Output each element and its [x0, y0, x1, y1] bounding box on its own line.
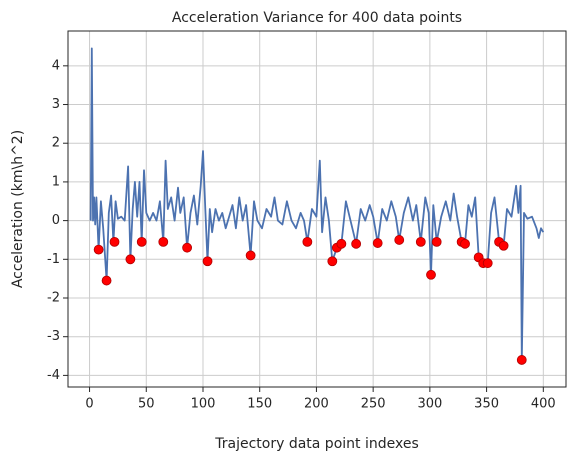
scatter-point: [498, 240, 509, 251]
line: [89, 47, 545, 361]
x-tick-label: 350: [474, 397, 499, 412]
scatter-point: [394, 235, 405, 245]
scatter-point: [109, 236, 120, 247]
scatter-point: [182, 242, 193, 253]
scatter-point: [516, 355, 527, 365]
scatter-point: [415, 236, 426, 247]
x-tick-label: 150: [247, 397, 272, 412]
scatter-point: [426, 269, 436, 280]
scatter-point: [351, 238, 362, 249]
scatter-point: [136, 236, 147, 247]
scatter-point: [460, 238, 470, 249]
scatter-point: [101, 275, 112, 286]
scatter-point: [245, 250, 256, 261]
y-tick-label: -4: [47, 368, 60, 383]
scatter-point: [125, 254, 136, 265]
scatter-point: [482, 258, 493, 269]
scatter-point: [202, 256, 213, 267]
x-tick-label: 100: [191, 397, 216, 412]
scatter-point: [431, 236, 442, 247]
y-tick-label: 3: [52, 97, 60, 112]
x-axis-label: Trajectory data point indexes: [214, 436, 419, 452]
y-tick-label: 2: [52, 136, 60, 151]
x-tick-label: 400: [531, 397, 556, 412]
scatter-point: [327, 256, 338, 267]
x-tick-label: 50: [138, 397, 155, 412]
y-axis-label: Acceleration (km\h^2): [10, 130, 26, 288]
scatter-point: [158, 236, 169, 247]
x-tick-label: 200: [304, 397, 329, 412]
scatter-point: [93, 244, 104, 255]
scatter-point: [302, 236, 313, 247]
y-tick-label: -1: [47, 252, 60, 267]
y-tick-label: 1: [52, 174, 60, 189]
y-tick-label: -3: [47, 329, 60, 344]
y-tick-label: 0: [52, 213, 60, 228]
chart-title: Acceleration Variance for 400 data point…: [172, 10, 462, 26]
x-tick-label: 300: [417, 397, 442, 412]
plot-frame: [67, 30, 567, 388]
y-tick-label: 4: [52, 58, 60, 73]
scatter-point: [336, 238, 347, 249]
x-tick-label: 0: [85, 397, 93, 412]
x-tick-label: 250: [361, 397, 386, 412]
scatter-point: [372, 238, 383, 248]
y-tick-label: -2: [47, 291, 60, 306]
